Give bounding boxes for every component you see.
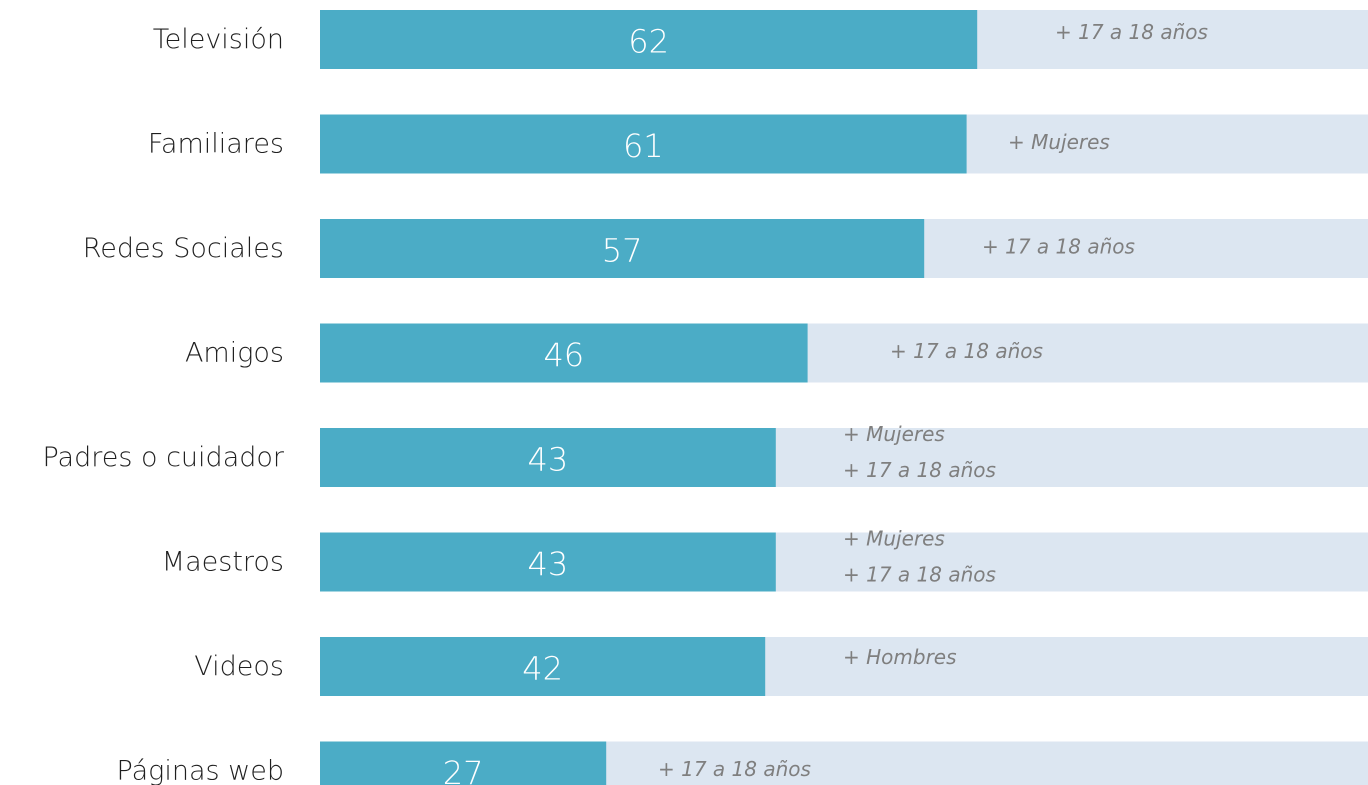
annotation-label: + Mujeres <box>843 422 945 446</box>
data-label: 43 <box>528 441 569 479</box>
bar <box>320 323 808 383</box>
annotation-label: + 17 a 18 años <box>843 458 996 482</box>
data-label: 27 <box>443 754 484 785</box>
category-label: Familiares <box>148 129 284 160</box>
category-label: Páginas web <box>117 756 284 785</box>
category-label: Redes Sociales <box>83 233 284 264</box>
bar <box>320 10 978 69</box>
data-label: 61 <box>623 127 664 165</box>
annotation-label: + 17 a 18 años <box>658 757 811 781</box>
annotation-label: + 17 a 18 años <box>982 235 1135 259</box>
annotation-label: + Hombres <box>843 645 957 669</box>
category-label: Videos <box>194 651 284 682</box>
data-label: 43 <box>528 545 569 583</box>
bar <box>320 114 967 174</box>
data-label: 42 <box>522 650 563 688</box>
category-label: Padres o cuidador <box>42 442 284 473</box>
category-label: Maestros <box>162 547 284 578</box>
category-label: Televisión <box>153 24 284 55</box>
bar <box>320 637 766 696</box>
annotation-label: + Mujeres <box>843 527 945 551</box>
bar-rows: Televisión 62 + 17 a 18 años Familiares 61 + … <box>42 10 1368 785</box>
annotation-label: + 17 a 18 años <box>1055 20 1208 44</box>
data-label: 46 <box>543 336 584 374</box>
bar <box>320 532 776 592</box>
annotation-label: + 17 a 18 años <box>843 563 996 587</box>
bar <box>320 428 776 487</box>
annotation-label: + 17 a 18 años <box>890 339 1043 363</box>
annotation-label: + Mujeres <box>1008 130 1110 154</box>
category-label: Amigos <box>185 338 284 369</box>
data-label: 57 <box>602 232 643 270</box>
data-label: 62 <box>628 23 669 61</box>
bar <box>320 219 925 278</box>
bar <box>320 741 607 785</box>
